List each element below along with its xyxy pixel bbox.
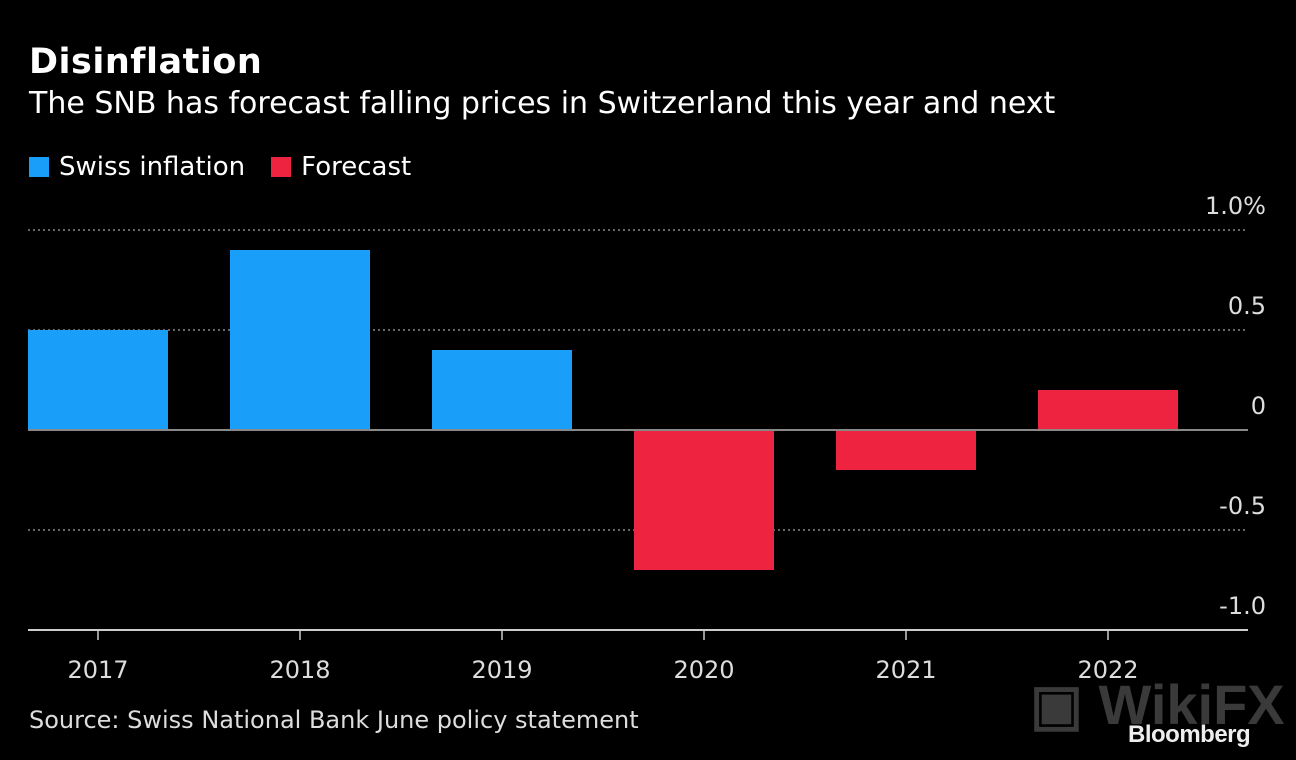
x-tick-label: 2018 <box>269 656 330 684</box>
bar-2021 <box>836 430 976 470</box>
x-tick-label: 2017 <box>67 656 128 684</box>
y-tick-label: 0.5 <box>1228 292 1266 320</box>
y-tick-label: 0 <box>1251 392 1266 420</box>
x-tick-label: 2022 <box>1077 656 1138 684</box>
y-tick-label: -1.0 <box>1219 592 1266 620</box>
watermark-text: WikiFX <box>1098 673 1285 736</box>
chart-subtitle: The SNB has forecast falling prices in S… <box>29 86 1056 121</box>
y-tick-label: -0.5 <box>1219 492 1266 520</box>
legend-label: Forecast <box>301 152 412 182</box>
source-note: Source: Swiss National Bank June policy … <box>29 706 639 734</box>
bar-2017 <box>28 330 168 430</box>
legend-swatch-swiss-inflation <box>29 157 49 177</box>
bloomberg-logo: Bloomberg <box>1128 721 1251 748</box>
bar-2020 <box>634 430 774 570</box>
bar-2022 <box>1038 390 1178 430</box>
watermark: ▣ WikiFX <box>1030 673 1285 736</box>
legend-swatch-forecast <box>271 157 292 177</box>
chart-title: Disinflation <box>29 42 263 82</box>
bar-2019 <box>432 350 572 430</box>
legend-label: Swiss inflation <box>59 152 246 182</box>
x-tick-label: 2019 <box>471 656 532 684</box>
y-tick-label: 1.0% <box>1205 192 1266 220</box>
legend-item-forecast: Forecast <box>271 152 411 182</box>
bar-2018 <box>230 250 370 430</box>
legend: Swiss inflation Forecast <box>29 152 437 182</box>
x-tick-label: 2020 <box>673 656 734 684</box>
x-tick-label: 2021 <box>875 656 936 684</box>
legend-item-swiss-inflation: Swiss inflation <box>29 152 245 182</box>
